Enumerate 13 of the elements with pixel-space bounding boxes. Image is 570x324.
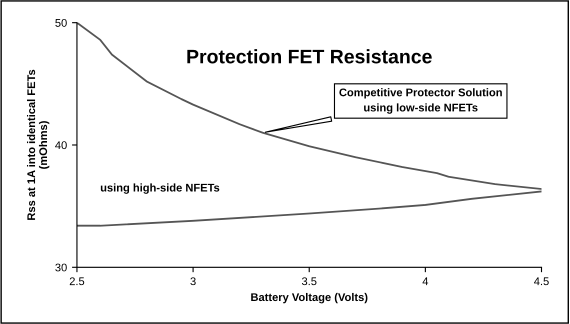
annotation: using high-side NFETs (100, 183, 220, 194)
x-tick-label: 4 (422, 277, 428, 286)
y-tick-label: 40 (55, 141, 67, 150)
text: Protection FET Resistance (187, 49, 432, 64)
y-tick-label: 30 (55, 264, 67, 272)
x-tick-label: 3.5 (302, 277, 316, 286)
x-tick-label: 3 (190, 277, 196, 286)
x-axis-title: Battery Voltage (Volts) (251, 292, 368, 304)
x-tick-label: 2.5 (70, 277, 84, 286)
y-tick-label: 50 (55, 18, 67, 27)
y-axis-title: Rss at 1A into identical FETs (mOhms) (26, 70, 50, 220)
x-tick-label: 4.5 (534, 277, 549, 286)
annotation: Competitive Protector Solution using low-side NFETs (339, 88, 502, 114)
